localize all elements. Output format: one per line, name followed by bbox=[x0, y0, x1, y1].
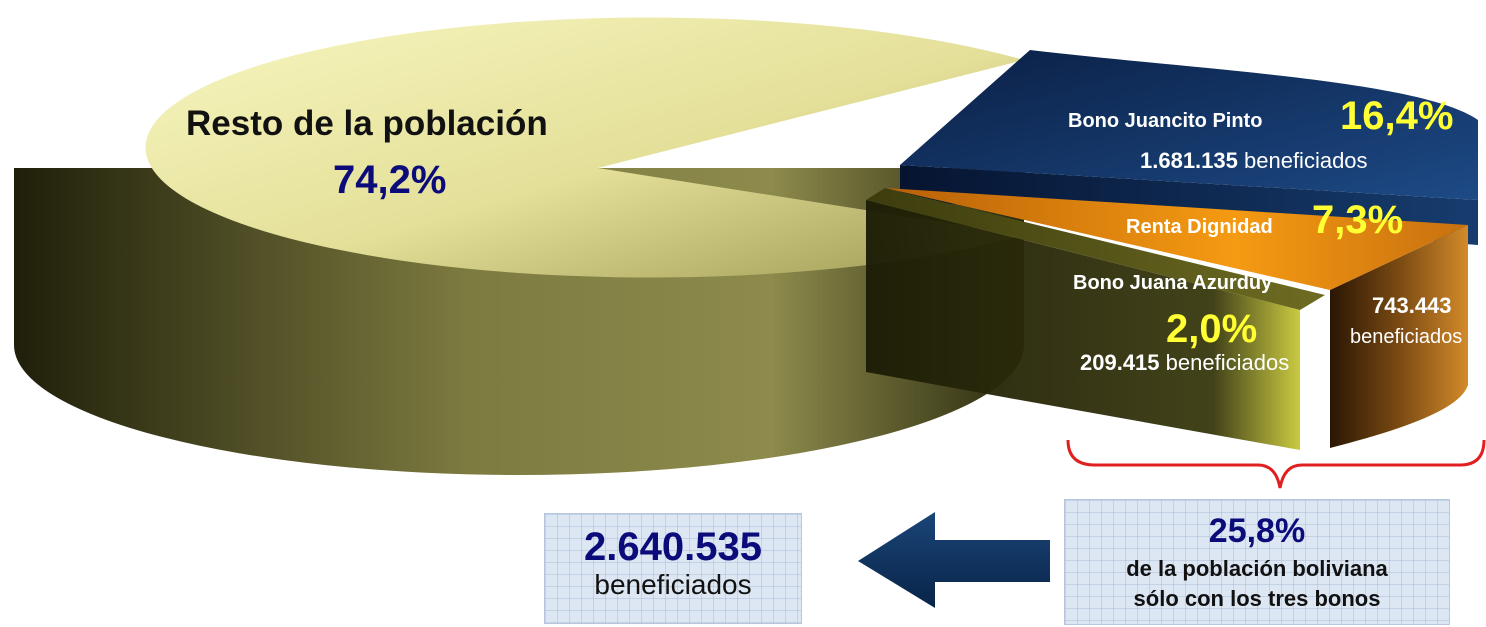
slice-juana-front bbox=[866, 200, 1300, 450]
label-juancito: Bono Juancito Pinto bbox=[1068, 110, 1263, 132]
value-resto: 74,2% bbox=[333, 158, 447, 202]
slice-resto bbox=[14, 17, 1025, 475]
value-juana: 2,0% bbox=[1166, 307, 1258, 351]
beneficiaries-renta-number: 743.443 bbox=[1372, 293, 1452, 318]
slice-juancito-top bbox=[900, 50, 1478, 200]
population-share-line2: sólo con los tres bonos bbox=[1133, 586, 1381, 611]
slice-juana-top bbox=[866, 188, 1325, 310]
beneficiaries-juana: 209.415 beneficiados bbox=[1080, 350, 1289, 376]
slice-renta-top bbox=[885, 188, 1468, 290]
population-share-line1: de la población boliviana bbox=[1126, 556, 1388, 581]
arrow-left-icon bbox=[858, 512, 1050, 608]
beneficiaries-juancito-word: beneficiados bbox=[1244, 148, 1368, 173]
slice-renta-dignidad bbox=[885, 188, 1468, 448]
value-renta: 7,3% bbox=[1312, 198, 1404, 242]
total-beneficiaries-number: 2.640.535 bbox=[584, 525, 762, 569]
population-share-box: 25,8% de la población boliviana sólo con… bbox=[1064, 499, 1450, 625]
total-beneficiaries-label: beneficiados bbox=[594, 569, 752, 600]
slice-juana-azurduy bbox=[866, 188, 1325, 450]
total-beneficiaries-box: 2.640.535 beneficiados bbox=[544, 513, 802, 624]
beneficiaries-renta-word: beneficiados bbox=[1350, 326, 1463, 348]
slice-renta-side bbox=[1330, 225, 1468, 448]
value-juancito: 16,4% bbox=[1340, 94, 1454, 138]
beneficiaries-juancito-number: 1.681.135 bbox=[1140, 148, 1238, 173]
population-share-percent: 25,8% bbox=[1208, 512, 1306, 550]
label-resto: Resto de la población bbox=[186, 104, 548, 143]
slice-resto-top bbox=[145, 17, 1025, 278]
beneficiaries-juancito: 1.681.135 beneficiados bbox=[1140, 148, 1368, 174]
bracket-brace bbox=[1066, 439, 1486, 489]
beneficiaries-juana-word: beneficiados bbox=[1165, 350, 1290, 375]
label-renta: Renta Dignidad bbox=[1126, 216, 1273, 238]
label-juana: Bono Juana Azurduy bbox=[1073, 272, 1273, 294]
beneficiaries-juana-number: 209.415 bbox=[1080, 350, 1160, 375]
